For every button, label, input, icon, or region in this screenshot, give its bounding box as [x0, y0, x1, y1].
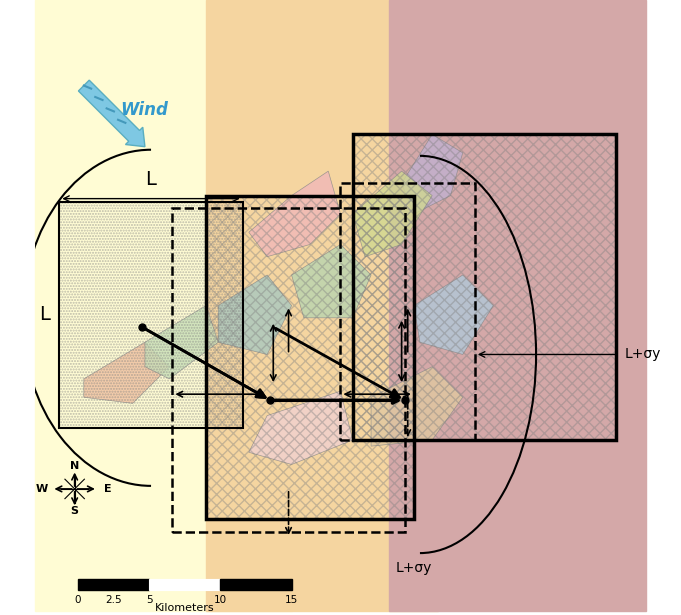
FancyArrow shape — [78, 80, 145, 146]
Polygon shape — [353, 171, 432, 256]
Polygon shape — [249, 171, 340, 256]
Text: Wind: Wind — [121, 101, 168, 119]
Bar — [35, 0, 291, 611]
Text: 0: 0 — [74, 595, 81, 605]
Polygon shape — [249, 391, 353, 464]
Text: L+σy: L+σy — [396, 561, 432, 576]
Text: S: S — [71, 506, 78, 517]
Bar — [78, 579, 149, 590]
Bar — [353, 135, 616, 440]
Text: 5: 5 — [146, 595, 153, 605]
Bar — [206, 0, 439, 611]
Bar — [353, 135, 616, 440]
Bar — [390, 0, 646, 611]
Bar — [340, 183, 475, 440]
Bar — [221, 579, 291, 590]
Text: W: W — [35, 484, 48, 494]
Polygon shape — [84, 342, 170, 403]
Polygon shape — [219, 275, 291, 354]
Text: 15: 15 — [285, 595, 298, 605]
Text: Kilometers: Kilometers — [155, 603, 215, 613]
Text: L: L — [146, 170, 157, 189]
Text: L+σy: L+σy — [624, 347, 661, 362]
Bar — [59, 202, 242, 428]
Polygon shape — [402, 135, 462, 214]
Polygon shape — [414, 275, 493, 354]
Bar — [59, 202, 242, 428]
Text: L: L — [39, 305, 50, 324]
Polygon shape — [145, 306, 219, 379]
Text: E: E — [104, 484, 112, 494]
Polygon shape — [291, 244, 371, 318]
Bar — [172, 208, 405, 532]
Bar — [149, 579, 221, 590]
Text: N: N — [70, 461, 79, 472]
Bar — [206, 196, 414, 520]
Polygon shape — [371, 367, 462, 446]
Text: 10: 10 — [214, 595, 227, 605]
Text: 2.5: 2.5 — [105, 595, 122, 605]
Bar — [206, 196, 414, 520]
